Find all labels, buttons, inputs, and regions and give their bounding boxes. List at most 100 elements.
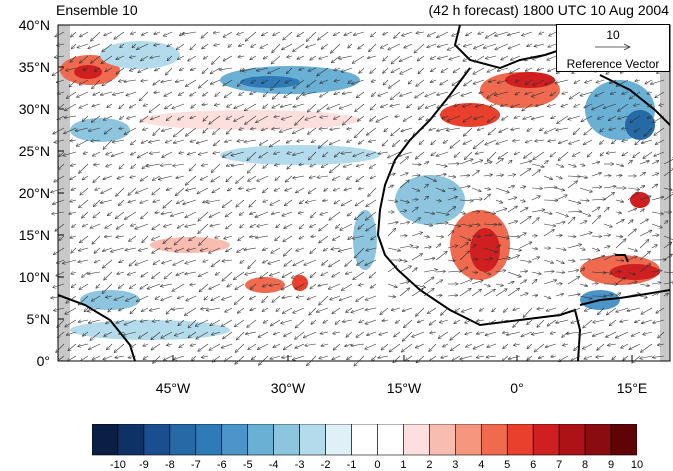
wind-vector	[106, 163, 113, 167]
wind-vector	[370, 176, 377, 179]
wind-vector	[639, 230, 652, 237]
wind-vector	[387, 185, 393, 188]
wind-vector	[275, 235, 281, 241]
wind-vector	[426, 115, 437, 121]
wind-vector	[622, 140, 629, 141]
wind-vector	[627, 188, 639, 190]
wind-vector	[126, 91, 137, 96]
wind-vector	[473, 79, 485, 84]
wind-vector	[475, 55, 485, 62]
wind-vector	[141, 80, 149, 81]
wind-vector	[165, 248, 173, 249]
wind-vector	[128, 199, 137, 202]
wind-vector	[201, 31, 209, 38]
wind-vector	[519, 208, 528, 213]
wind-vector	[320, 116, 329, 118]
wind-vector	[430, 55, 437, 59]
wind-vector	[483, 175, 492, 176]
wind-vector	[299, 68, 305, 70]
wind-vector	[176, 80, 185, 82]
wind-vector	[57, 44, 65, 45]
colorbar-label: -3	[294, 459, 305, 471]
wind-vector	[366, 247, 377, 251]
wind-vector	[435, 187, 445, 191]
wind-vector	[204, 56, 209, 59]
wind-vector	[282, 43, 293, 50]
wind-vector	[395, 116, 401, 117]
wind-vector	[459, 200, 473, 201]
wind-vector	[569, 139, 581, 144]
wind-vector	[357, 91, 365, 98]
wind-vector	[260, 43, 269, 48]
wind-vector	[271, 247, 281, 253]
wind-vector	[70, 175, 77, 180]
colorbar-swatch	[506, 424, 534, 456]
wind-vector	[150, 152, 161, 154]
wind-vector	[435, 244, 441, 249]
wind-vector	[307, 79, 317, 87]
wind-vector	[79, 163, 89, 173]
colorbar-swatch	[351, 424, 378, 456]
wind-vector	[190, 91, 197, 96]
wind-vector	[465, 67, 473, 73]
wind-vector	[591, 162, 600, 164]
wind-vector	[384, 127, 389, 132]
wind-vector	[437, 43, 449, 47]
wind-vector	[603, 246, 610, 248]
lat-label: 0°	[36, 353, 50, 369]
wind-vector	[555, 176, 562, 179]
wind-vector	[105, 236, 113, 237]
wind-vector	[598, 115, 605, 119]
wind-vector	[567, 244, 581, 249]
wind-vector	[427, 43, 437, 47]
wind-vector	[202, 104, 209, 105]
wind-vector	[441, 67, 449, 72]
wind-vector	[411, 164, 421, 165]
wind-vector	[488, 115, 497, 122]
wind-vector	[244, 139, 257, 142]
wind-vector	[525, 92, 533, 94]
wind-vector	[579, 187, 592, 192]
wind-vector	[186, 79, 197, 86]
wind-vector	[388, 43, 401, 50]
wind-vector	[306, 43, 317, 47]
wind-vector	[369, 43, 377, 52]
wind-vector	[239, 128, 245, 130]
wind-vector	[562, 92, 569, 94]
wind-vector	[284, 247, 293, 256]
wind-vector	[447, 176, 456, 177]
wind-vector	[443, 139, 449, 143]
wind-vector	[259, 151, 269, 158]
wind-vector	[57, 92, 65, 94]
wind-vector	[91, 140, 101, 141]
wind-vector	[358, 223, 365, 229]
wind-vector	[463, 115, 473, 122]
wind-vector	[495, 245, 500, 248]
wind-vector	[399, 211, 406, 213]
wind-vector	[293, 127, 305, 133]
wind-vector	[238, 235, 245, 240]
wind-vector	[69, 79, 77, 87]
wind-vector	[164, 31, 173, 36]
wind-vector	[263, 187, 269, 193]
wind-vector	[531, 163, 544, 167]
wind-vector	[91, 55, 101, 63]
wind-vector	[400, 91, 413, 96]
wind-vector	[464, 79, 473, 86]
wind-vector	[368, 187, 377, 196]
wind-vector	[399, 151, 413, 156]
wind-vector	[296, 187, 305, 193]
wind-vector	[418, 103, 425, 109]
wind-vector	[495, 43, 509, 50]
wind-vector	[428, 31, 437, 36]
wind-vector	[209, 115, 221, 124]
wind-vector	[191, 103, 197, 108]
wind-vector	[79, 79, 89, 85]
wind-vector	[282, 211, 293, 216]
wind-vector	[93, 211, 101, 218]
wind-vector	[533, 79, 545, 85]
wind-vector	[284, 223, 293, 228]
wind-vector	[425, 91, 437, 97]
wind-vector	[474, 115, 485, 119]
